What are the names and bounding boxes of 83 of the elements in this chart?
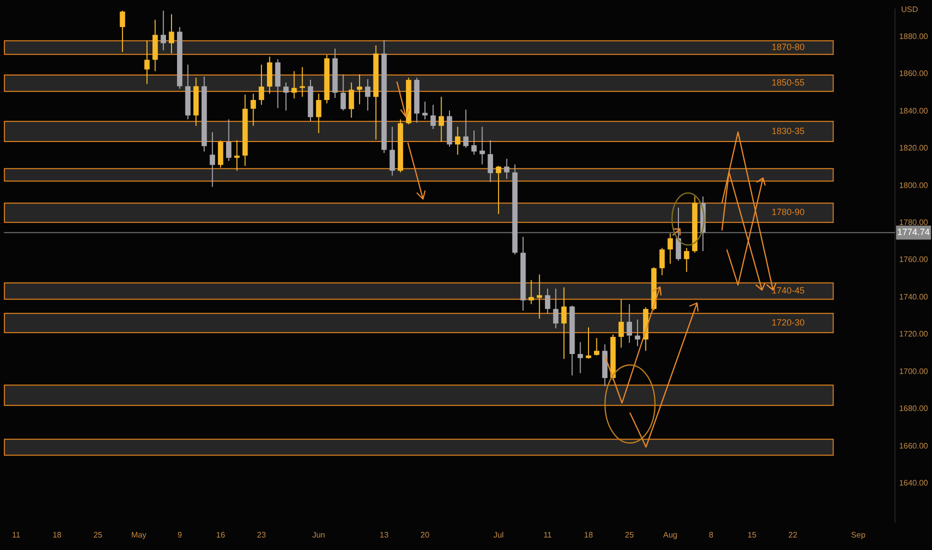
candlestick bbox=[553, 288, 558, 329]
candlestick bbox=[578, 342, 583, 374]
candlestick bbox=[438, 96, 444, 142]
y-tick-label: 1740.00 bbox=[899, 292, 929, 302]
candlestick bbox=[390, 126, 395, 176]
band-label: 1850-55 bbox=[772, 78, 805, 88]
candlestick bbox=[463, 109, 469, 148]
x-tick-label: Aug bbox=[663, 530, 678, 540]
candlestick bbox=[471, 130, 477, 156]
y-tick-label: 1700.00 bbox=[899, 366, 929, 376]
x-tick-label: Jul bbox=[493, 530, 504, 540]
x-tick-label: 25 bbox=[93, 530, 103, 540]
band-label: 1830-35 bbox=[772, 126, 805, 136]
band-label: 1720-30 bbox=[772, 317, 805, 328]
y-tick-label: 1640.00 bbox=[899, 478, 929, 488]
x-tick-label: 8 bbox=[708, 530, 714, 540]
x-tick-label: 22 bbox=[788, 530, 798, 540]
band-label: 1870-80 bbox=[772, 42, 805, 52]
candlestick bbox=[300, 66, 305, 98]
y-tick-label: 1840.00 bbox=[899, 106, 929, 116]
candlestick bbox=[348, 82, 354, 118]
ref-line-label: 1774.74 bbox=[897, 227, 930, 238]
candlestick bbox=[422, 101, 428, 120]
x-tick-label: 18 bbox=[584, 530, 594, 540]
candlestick bbox=[659, 247, 665, 276]
y-tick-label: 1780.00 bbox=[899, 218, 929, 228]
candlestick bbox=[668, 232, 673, 264]
y-tick-label: 1820.00 bbox=[899, 144, 929, 153]
y-tick-label: 1760.00 bbox=[899, 255, 929, 264]
candlestick bbox=[234, 140, 240, 172]
candlestick bbox=[586, 326, 592, 360]
candlestick bbox=[120, 10, 126, 52]
band-label: 1780-90 bbox=[772, 207, 805, 218]
candlestick bbox=[544, 288, 550, 314]
candlestick bbox=[160, 10, 166, 51]
candlestick bbox=[316, 93, 322, 134]
candlestick bbox=[430, 104, 436, 130]
candlestick bbox=[226, 118, 232, 162]
candlestick bbox=[480, 126, 485, 165]
candlestick bbox=[528, 280, 534, 305]
band-label: 1740-45 bbox=[772, 286, 805, 296]
candlestick bbox=[455, 126, 460, 156]
x-tick-label: 20 bbox=[420, 530, 430, 540]
candlestick bbox=[634, 319, 640, 347]
candlestick bbox=[292, 70, 297, 99]
candlestick bbox=[356, 74, 362, 105]
x-tick-label: 25 bbox=[624, 530, 634, 540]
candlestick bbox=[684, 247, 690, 272]
x-tick-label: 9 bbox=[177, 530, 182, 540]
y-tick-label: 1720.00 bbox=[899, 330, 929, 339]
x-tick-label: Jun bbox=[312, 530, 326, 540]
candlestick bbox=[594, 337, 600, 356]
candlestick bbox=[258, 64, 264, 106]
candlestick bbox=[561, 286, 567, 360]
candlestick bbox=[250, 93, 256, 126]
candlestick bbox=[618, 298, 624, 348]
candlestick bbox=[144, 40, 150, 84]
y-tick-label: 1660.00 bbox=[899, 441, 929, 450]
candlestick bbox=[168, 14, 174, 54]
y-tick-label: 1860.00 bbox=[899, 69, 929, 78]
candlestick bbox=[536, 274, 542, 320]
candlestick bbox=[488, 140, 494, 183]
x-tick-label: 11 bbox=[543, 530, 552, 540]
x-tick-label: 23 bbox=[257, 530, 266, 540]
x-tick-label: May bbox=[131, 530, 146, 540]
x-tick-label: 11 bbox=[12, 530, 21, 540]
candlestick bbox=[283, 82, 289, 112]
candlestick bbox=[365, 78, 370, 112]
y-tick-label: 1800.00 bbox=[899, 180, 929, 190]
candlestick bbox=[496, 165, 502, 215]
candlestick bbox=[218, 140, 224, 168]
candlestick bbox=[626, 304, 632, 344]
x-tick-label: 16 bbox=[216, 530, 226, 540]
x-tick-label: 15 bbox=[748, 530, 757, 540]
candlestick bbox=[340, 74, 346, 112]
x-tick-label: 13 bbox=[380, 530, 390, 540]
y-tick-label: 1680.00 bbox=[899, 404, 929, 414]
text: USD bbox=[901, 5, 918, 14]
x-tick-label: Sep bbox=[851, 530, 866, 540]
candlestick bbox=[504, 158, 510, 180]
candlestick bbox=[210, 132, 216, 188]
y-tick-label: 1880.00 bbox=[899, 32, 929, 41]
x-tick-label: 18 bbox=[52, 530, 62, 540]
